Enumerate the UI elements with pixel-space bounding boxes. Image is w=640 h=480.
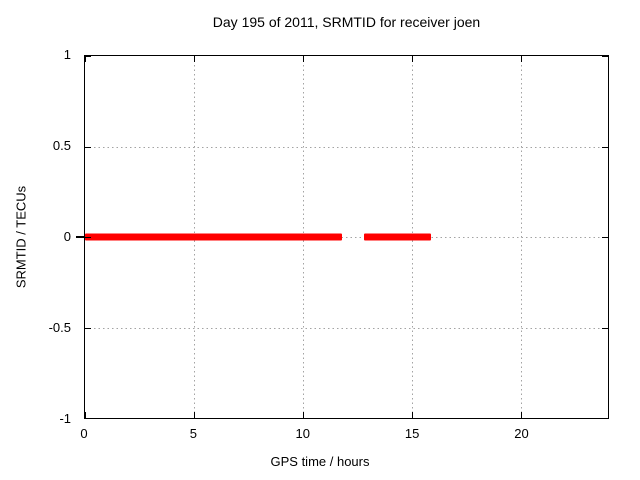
x-tick-label: 15 [404,426,420,441]
ticks-layer [85,56,608,419]
series-layer [85,56,608,418]
y-tick-label: 1 [63,47,71,62]
x-tick-top [193,56,195,62]
y-tick-left [85,418,91,419]
y-tick-left [85,146,91,148]
y-tick-right [602,418,608,419]
x-tick-top [520,56,522,62]
x-tick-bottom [411,412,413,418]
y-tick-label: 0 [63,229,71,244]
x-tick-label: 5 [189,426,197,441]
y-tick-left [85,237,91,238]
x-tick-bottom [520,412,522,418]
series-segment [85,233,343,241]
x-tick-bottom [193,412,195,418]
x-tick-top [411,56,413,62]
x-tick-label: 20 [514,426,529,441]
plot-area [84,55,609,419]
y-tick-label: 0.5 [52,138,71,153]
series-segment [363,233,432,241]
x-tick-top [302,56,304,62]
chart-title: Day 195 of 2011, SRMTID for receiver joe… [212,14,481,30]
x-tick-label: 10 [295,426,310,441]
y-tick-right [602,237,608,238]
x-axis-label: GPS time / hours [270,454,370,469]
y-tick-right [602,146,608,148]
horizontal-gridline [85,237,608,238]
y-tick-label: -0.5 [48,320,71,335]
y-tick-right [602,56,608,57]
y-tick-label: -1 [59,411,71,426]
zero-outside-tick-mark [76,236,84,238]
horizontal-gridline [85,146,608,148]
y-tick-left [85,56,91,57]
x-tick-top [85,56,86,62]
x-tick-bottom [85,412,86,418]
x-tick-bottom [302,412,304,418]
x-tick-label: 0 [80,426,88,441]
horizontal-gridline [85,327,608,329]
y-tick-right [602,327,608,329]
y-tick-left [85,327,91,329]
